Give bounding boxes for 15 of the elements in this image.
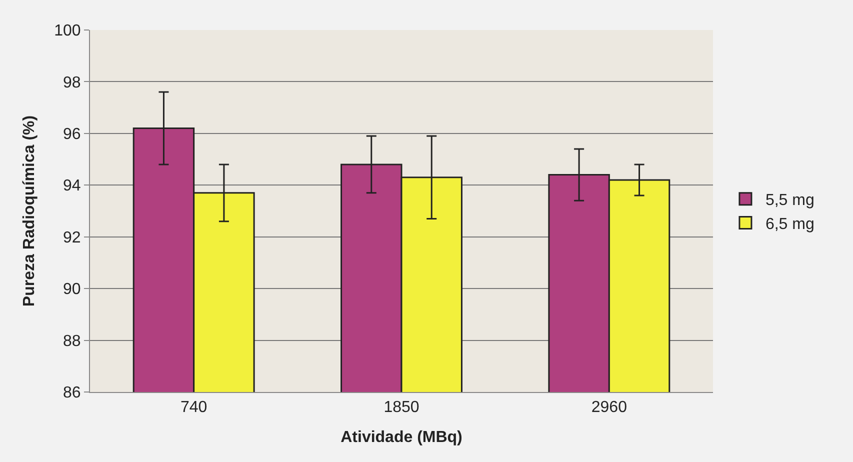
y-tick-label: 92 [63, 229, 81, 246]
y-tick-label: 94 [63, 178, 81, 195]
y-tick-label: 90 [63, 281, 81, 298]
legend-label: 5,5 mg [765, 192, 814, 210]
y-tick-label: 98 [63, 74, 81, 92]
x-tick-label: 1850 [384, 399, 420, 416]
x-axis-title: Atividade (MBq) [340, 428, 462, 446]
y-axis-title: Pureza Radioquímica (%) [20, 115, 38, 307]
y-tick-label: 88 [63, 332, 81, 350]
x-tick-label: 2960 [591, 399, 628, 416]
y-tick-label: 86 [63, 384, 81, 402]
legend-label: 6,5 mg [765, 216, 814, 233]
y-tick-label: 100 [54, 22, 81, 40]
x-tick-label: 740 [180, 399, 208, 416]
y-tick-label: 96 [63, 126, 81, 144]
